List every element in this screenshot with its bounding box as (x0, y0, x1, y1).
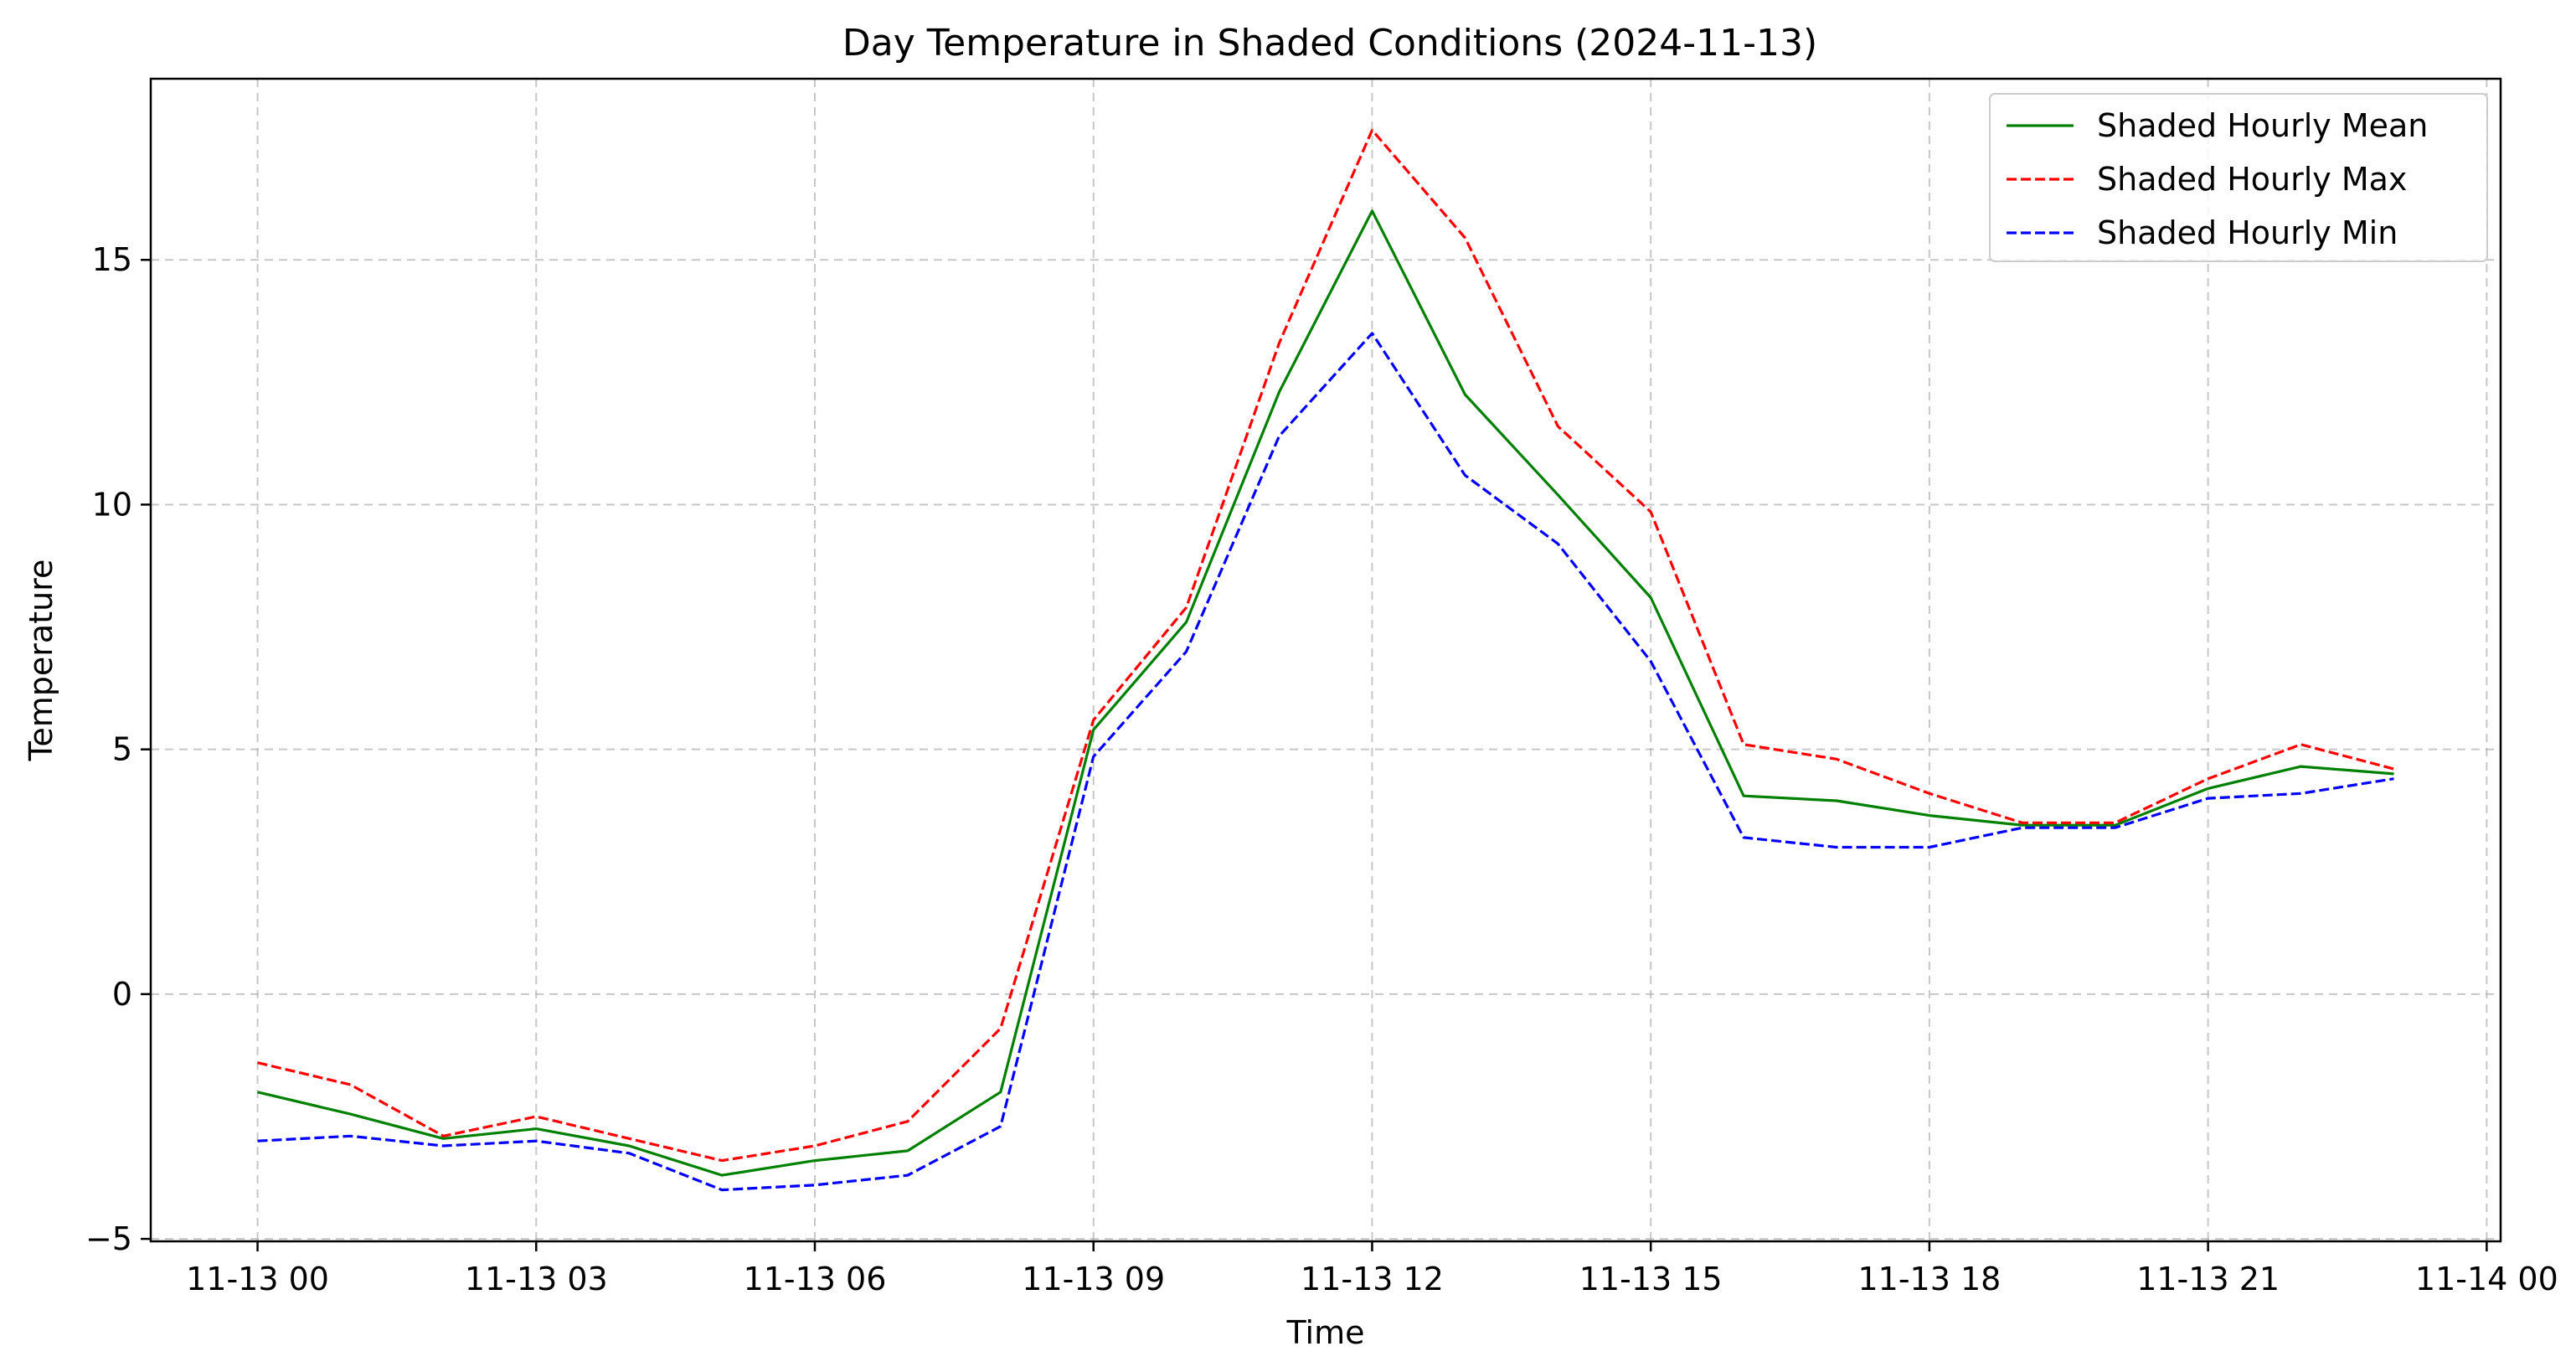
x-tick-label: 11-13 00 (186, 1261, 329, 1297)
series-line-shaded-hourly-mean (257, 209, 2394, 1177)
plot-frame (149, 77, 2502, 1243)
x-tick-label: 11-13 03 (465, 1261, 608, 1297)
x-tick-label: 11-13 06 (744, 1261, 887, 1297)
legend-box (1989, 93, 2488, 262)
y-tick-label: −5 (85, 1220, 132, 1257)
y-tick-label: 0 (112, 976, 132, 1013)
x-axis: 11-13 00 11-13 03 11-13 06 11-13 09 11-13 12… (186, 1241, 2558, 1297)
x-tick-label: 11-13 18 (1857, 1261, 2001, 1297)
chart-title: Day Temperature in Shaded Conditions (20… (842, 22, 1817, 64)
x-axis-label: Time (1286, 1314, 1365, 1351)
legend: Shaded Hourly Mean Shaded Hourly Max Shade… (1989, 93, 2488, 262)
legend-label-shaded-hourly-mean: Shaded Hourly Mean (2097, 107, 2428, 144)
x-tick-label: 11-13 12 (1301, 1261, 1444, 1297)
y-tick-label: 15 (92, 241, 132, 278)
x-tick-label: 11-13 21 (2136, 1261, 2280, 1297)
y-axis: −5 0 5 10 15 (85, 241, 151, 1257)
x-tick-label: 11-13 09 (1022, 1261, 1165, 1297)
grid-lines (151, 79, 2501, 1241)
series-line-shaded-hourly-max (257, 128, 2394, 1163)
legend-label-shaded-hourly-min: Shaded Hourly Min (2097, 214, 2398, 251)
series-layer (257, 128, 2394, 1192)
series-line-shaded-hourly-min (257, 332, 2394, 1192)
x-tick-label: 11-13 15 (1579, 1261, 1723, 1297)
y-tick-label: 10 (92, 486, 132, 523)
y-axis-label: Temperature (23, 560, 59, 762)
x-tick-label: 11-14 00 (2415, 1261, 2558, 1297)
y-tick-label: 5 (112, 731, 132, 768)
legend-label-shaded-hourly-max: Shaded Hourly Max (2097, 161, 2407, 198)
